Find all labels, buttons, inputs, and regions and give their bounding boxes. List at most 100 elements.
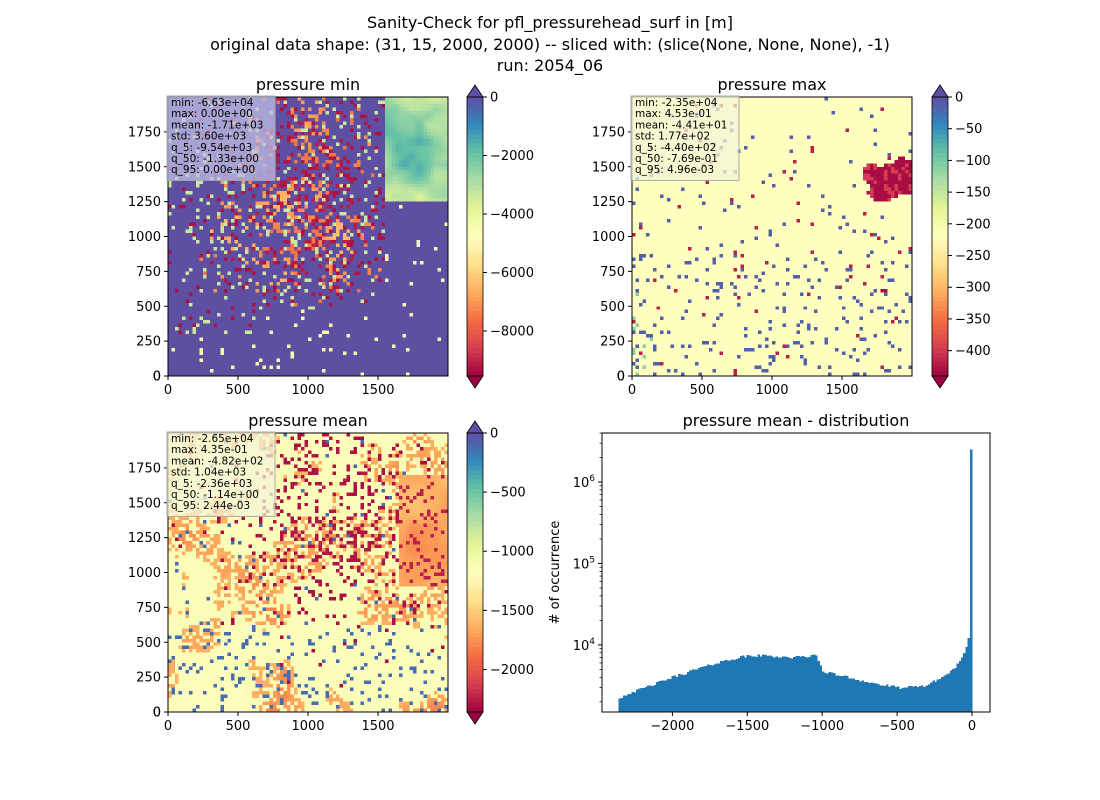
- heatmap-cell: [346, 142, 351, 147]
- heatmap-cell: [280, 288, 284, 293]
- heatmap-cell: [171, 362, 176, 366]
- heatmap-cell: [241, 274, 246, 279]
- heatmap-cell: [378, 177, 382, 182]
- heatmap-cell: [350, 285, 354, 290]
- heatmap-cell: [241, 330, 246, 335]
- heatmap-cell: [301, 226, 305, 230]
- heatmap-cell: [175, 344, 179, 349]
- heatmap-cell: [248, 362, 253, 366]
- heatmap-cell: [276, 135, 281, 140]
- heatmap-cell: [210, 198, 214, 203]
- heatmap-cell: [283, 351, 288, 356]
- heatmap-cell: [283, 97, 288, 101]
- heatmap-cell: [280, 173, 284, 178]
- heatmap-cell: [238, 215, 242, 220]
- heatmap-cell: [241, 316, 246, 321]
- heatmap-cell: [381, 362, 386, 366]
- heatmap-cell: [210, 316, 214, 321]
- heatmap-cell: [308, 226, 312, 230]
- heatmap-cell: [234, 257, 239, 262]
- heatmap-cell: [353, 274, 358, 279]
- heatmap-cell: [353, 292, 358, 297]
- heatmap-cell: [367, 243, 372, 248]
- heatmap-cell: [283, 330, 288, 335]
- heatmap-cell: [234, 226, 239, 230]
- heatmap-cell: [343, 327, 347, 332]
- heatmap-cell: [185, 208, 190, 213]
- heatmap-cell: [325, 149, 330, 154]
- heatmap-cell: [339, 233, 344, 237]
- heatmap-cell: [311, 246, 316, 251]
- heatmap-cell: [294, 337, 298, 342]
- heatmap-cell: [336, 110, 340, 115]
- heatmap-cell: [339, 194, 344, 199]
- heatmap-cell: [283, 365, 288, 370]
- heatmap-cell: [168, 222, 172, 227]
- heatmap-cell: [199, 233, 204, 237]
- heatmap-cell: [231, 365, 235, 370]
- heatmap-cell: [168, 323, 172, 328]
- heatmap-cell: [297, 222, 302, 227]
- heatmap-cell: [360, 229, 365, 234]
- heatmap-cell: [168, 327, 172, 332]
- heatmap-cell: [185, 236, 190, 241]
- heatmap-cell: [283, 253, 288, 258]
- heatmap-cell: [206, 285, 211, 290]
- heatmap-cell: [290, 121, 295, 126]
- heatmap-cell: [259, 257, 263, 262]
- heatmap-cell: [322, 149, 326, 154]
- heatmap-cell: [199, 341, 204, 346]
- heatmap-cell: [199, 302, 204, 307]
- heatmap-cell: [297, 341, 302, 346]
- heatmap-cell: [266, 295, 270, 300]
- heatmap-cell: [322, 306, 326, 311]
- heatmap-cell: [213, 243, 218, 248]
- heatmap-cell: [315, 299, 319, 304]
- heatmap-cell: [189, 334, 193, 339]
- heatmap-cell: [357, 191, 361, 196]
- heatmap-cell: [367, 267, 372, 272]
- heatmap-cell: [231, 327, 235, 332]
- heatmap-cell: [217, 222, 221, 227]
- heatmap-cell: [269, 226, 274, 230]
- heatmap-cell: [238, 309, 242, 314]
- heatmap-cell: [357, 100, 361, 105]
- heatmap-cell: [329, 351, 333, 356]
- heatmap-cell: [364, 149, 368, 154]
- heatmap-cell: [311, 128, 316, 133]
- heatmap-cell: [336, 142, 340, 147]
- heatmap-cell: [196, 327, 200, 332]
- heatmap-cell: [280, 341, 284, 346]
- heatmap-cell: [350, 299, 354, 304]
- heatmap-cell: [304, 323, 309, 328]
- heatmap-cell: [189, 205, 193, 209]
- heatmap-cell: [273, 327, 277, 332]
- heatmap-cell: [255, 316, 260, 321]
- heatmap-cell: [318, 341, 323, 346]
- heatmap-cell: [343, 257, 347, 262]
- heatmap-cell: [252, 236, 256, 241]
- heatmap-cell: [315, 348, 319, 352]
- heatmap-cell: [234, 281, 239, 286]
- heatmap-cell: [189, 309, 193, 314]
- heatmap-cell: [315, 205, 319, 209]
- heatmap-cell: [269, 233, 274, 237]
- heatmap-cell: [350, 288, 354, 293]
- heatmap-cell: [241, 295, 246, 300]
- heatmap-cell: [171, 306, 176, 311]
- heatmap-cell: [231, 295, 235, 300]
- heatmap-cell: [231, 306, 235, 311]
- heatmap-cell: [381, 163, 386, 168]
- heatmap-cell: [301, 201, 305, 206]
- heatmap-cell: [297, 191, 302, 196]
- heatmap-cell: [325, 187, 330, 192]
- heatmap-cell: [322, 229, 326, 234]
- heatmap-cell: [378, 138, 382, 143]
- heatmap-cell: [385, 194, 389, 199]
- heatmap-cell: [227, 267, 232, 272]
- heatmap-cell: [360, 114, 365, 119]
- heatmap-cell: [301, 124, 305, 129]
- heatmap-cell: [245, 351, 249, 356]
- heatmap-cell: [339, 246, 344, 251]
- heatmap-cell: [322, 135, 326, 140]
